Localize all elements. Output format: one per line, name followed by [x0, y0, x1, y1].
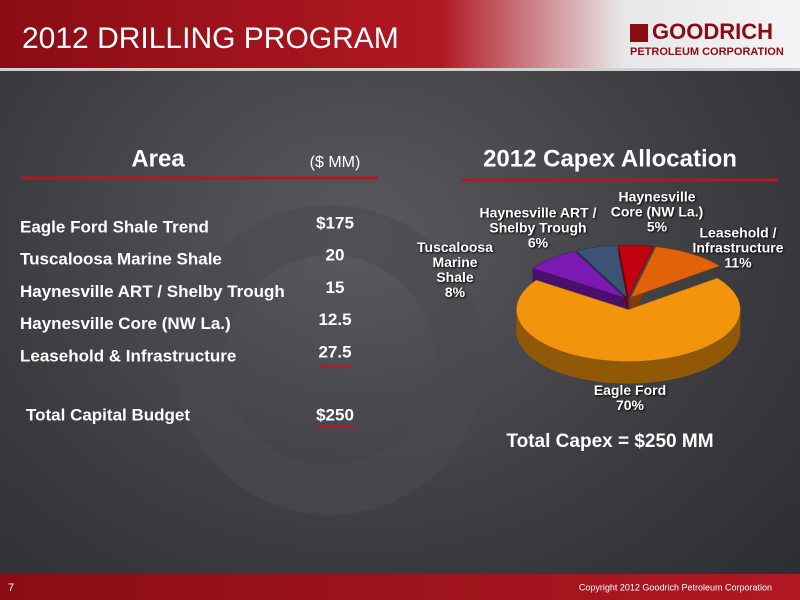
header-band [0, 0, 800, 68]
annotation: Total Capex = $250 MM [506, 431, 713, 452]
pie-label-value: 11% [724, 254, 752, 271]
table-rows: Eagle Ford Shale Trend $175 Tuscaloosa Mar… [20, 213, 354, 365]
pie-label: Eagle Ford 70% [570, 383, 690, 413]
row-value: 20 [326, 246, 345, 265]
table-title: Area [131, 145, 185, 172]
row-value: 27.5 [318, 342, 351, 361]
page-title: 2012 DRILLING PROGRAM [22, 22, 399, 55]
row-value: 12.5 [318, 310, 351, 329]
bg-gear [175, 205, 485, 515]
pie-label-name: Tuscaloosa Marine Shale [417, 239, 493, 285]
footer-band [0, 574, 800, 600]
pie-label: Haynesville ART / Shelby Trough 6% [471, 204, 606, 251]
row-label: Haynesville Core (NW La.) [20, 314, 231, 333]
pie-label-value: 8% [444, 284, 466, 300]
logo-icon [630, 24, 648, 42]
pie-slice [531, 250, 625, 298]
pie-slice [575, 245, 628, 298]
header-rule [0, 68, 800, 71]
pie-label-name: Leasehold / Infrastructure [692, 224, 784, 256]
row-label: Leasehold & Infrastructure [20, 346, 236, 365]
pie-label: Tuscaloosa Marine Shale 8% [413, 240, 498, 300]
pie-label-value: 70% [615, 397, 645, 413]
pie-label-name: Haynesville Core (NW La.) [610, 188, 704, 220]
pie-label-value: 5% [646, 218, 668, 235]
chart-title: 2012 Capex Allocation [483, 145, 737, 172]
logo-sub: PETROLEUM CORPORATION [630, 46, 784, 58]
pie-slice [618, 244, 654, 298]
page-number: 7 [8, 582, 14, 594]
total-label: Total Capital Budget [26, 405, 190, 424]
row-value: $175 [316, 213, 354, 232]
table-unit: ($ MM) [310, 154, 361, 171]
pie-slice [516, 277, 741, 362]
row-label: Haynesville ART / Shelby Trough [20, 282, 285, 301]
pie [516, 244, 741, 384]
pie-slice [630, 246, 721, 298]
pie-label-name: Eagle Ford [593, 382, 667, 398]
row-label: Tuscaloosa Marine Shale [20, 250, 222, 269]
pie-label-name: Haynesville ART / Shelby Trough [479, 204, 597, 236]
pie-label: Haynesville Core (NW La.) 5% [602, 188, 712, 235]
copyright: Copyright 2012 Goodrich Petroleum Corpor… [579, 582, 772, 592]
pie-label: Leasehold / Infrastructure 11% [688, 224, 788, 271]
row-value: 15 [326, 278, 345, 297]
pie-label-value: 6% [527, 234, 549, 251]
total-value: $250 [316, 405, 354, 424]
row-label: Eagle Ford Shale Trend [20, 217, 209, 236]
pie-slice-side [516, 309, 741, 384]
logo: GOODRICH [652, 19, 773, 44]
